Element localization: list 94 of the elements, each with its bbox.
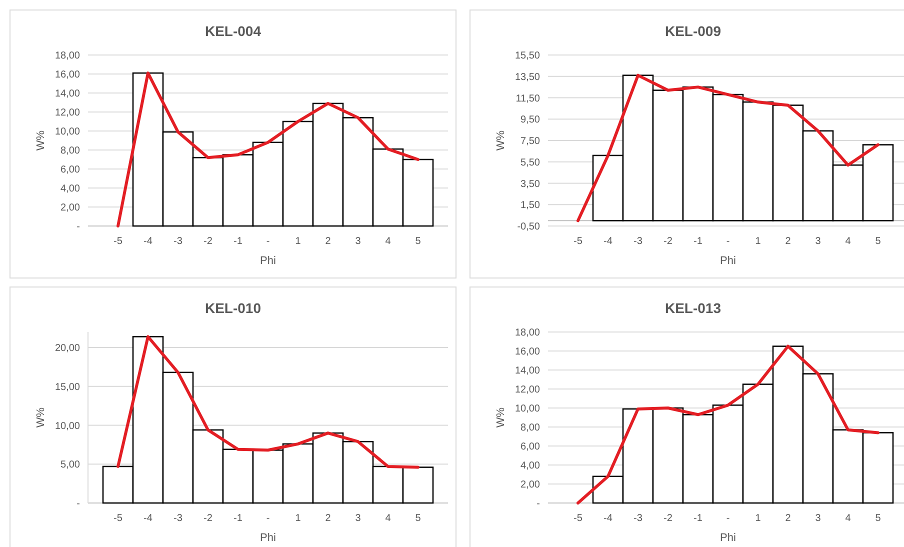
y-tick-label: 13,50 (514, 72, 540, 83)
x-tick-label: 1 (295, 513, 302, 524)
x-tick-label: 3 (815, 513, 822, 524)
x-tick-label: -4 (604, 513, 613, 524)
y-tick-label: 9,50 (520, 114, 540, 126)
y-tick-label: - (76, 222, 80, 232)
y-tick-label: 15,50 (514, 50, 540, 62)
y-tick-label: 16,00 (514, 346, 540, 358)
y-tick-label: 1,50 (520, 200, 540, 212)
x-tick-label: -3 (174, 513, 183, 524)
x-tick-label: 2 (325, 513, 332, 524)
x-tick-label: -4 (144, 513, 153, 524)
y-tick-label: 2,00 (520, 480, 540, 490)
x-tick-label: 4 (845, 513, 852, 524)
y-axis-title: W% (35, 407, 47, 428)
x-tick-label: 5 (415, 236, 422, 247)
chart-title: KEL-004 (204, 23, 262, 39)
x-tick-label: -1 (694, 236, 703, 247)
x-axis-title: Phi (260, 255, 276, 267)
x-tick-label: 4 (385, 236, 392, 247)
x-tick-label: -3 (634, 236, 643, 247)
x-tick-label: 5 (415, 513, 422, 524)
y-tick-label: 15,00 (54, 382, 80, 393)
y-axis-title: W% (495, 130, 507, 151)
x-tick-label: -4 (604, 236, 613, 247)
chart-title: KEL-010 (204, 300, 262, 316)
x-tick-label: 3 (355, 236, 362, 247)
y-tick-label: 12,00 (514, 384, 540, 396)
y-tick-label: 14,00 (514, 366, 540, 376)
y-tick-label: 5,00 (60, 460, 80, 471)
y-axis-title: W% (35, 130, 47, 151)
y-tick-label: 12,00 (54, 108, 80, 118)
y-tick-label: 5,50 (520, 157, 540, 168)
y-tick-label: 8,00 (60, 146, 80, 156)
y-tick-label: - (76, 498, 80, 510)
y-tick-label: 7,50 (520, 136, 540, 147)
x-tick-label: 5 (875, 236, 882, 247)
y-tick-label: 6,00 (60, 164, 80, 176)
chart-title: KEL-013 (664, 300, 722, 316)
x-tick-label: -2 (204, 236, 213, 247)
x-tick-label: 1 (755, 513, 762, 524)
x-tick-label: -2 (204, 513, 213, 524)
x-tick-label: 2 (325, 236, 332, 247)
line-series (116, 72, 420, 228)
y-tick-label: 10,00 (54, 420, 80, 432)
x-tick-label: 4 (385, 513, 392, 524)
y-tick-label: 4,00 (520, 460, 540, 472)
x-tick-label: -5 (574, 236, 583, 247)
y-tick-label: 18,00 (514, 328, 540, 338)
y-tick-label: - (536, 498, 540, 510)
x-tick-label: -3 (634, 513, 643, 524)
x-tick-label: -1 (234, 236, 243, 247)
x-tick-label: 1 (295, 236, 302, 247)
x-tick-label: - (266, 513, 270, 524)
y-tick-label: 4,00 (60, 184, 80, 194)
x-tick-label: -5 (114, 513, 123, 524)
x-tick-label: 5 (875, 513, 882, 524)
x-axis-title: Phi (720, 255, 736, 267)
y-tick-label: 10,00 (54, 126, 80, 138)
y-axis-title: W% (495, 407, 507, 428)
x-axis-title: Phi (720, 532, 736, 544)
x-tick-label: -1 (694, 513, 703, 524)
x-tick-label: -3 (174, 236, 183, 247)
x-tick-label: -2 (664, 513, 673, 524)
x-tick-label: - (726, 236, 730, 247)
y-tick-label: 14,00 (54, 88, 80, 100)
x-tick-label: -5 (114, 236, 123, 247)
y-tick-label: 2,00 (60, 202, 80, 214)
y-tick-label: 8,00 (520, 422, 540, 434)
y-tick-label: 6,00 (520, 442, 540, 452)
y-tick-label: 10,00 (514, 404, 540, 414)
x-tick-label: -4 (144, 236, 153, 247)
y-tick-label: 18,00 (54, 50, 80, 62)
x-tick-label: 3 (815, 236, 822, 247)
y-tick-label: 20,00 (54, 343, 80, 354)
y-tick-label: 11,50 (516, 93, 540, 104)
x-tick-label: 4 (845, 236, 852, 247)
line-series (116, 335, 420, 469)
x-tick-label: 1 (755, 236, 762, 247)
x-tick-label: - (266, 236, 270, 247)
x-tick-label: -2 (664, 236, 673, 247)
line-series (576, 344, 880, 504)
x-tick-label: - (726, 513, 730, 524)
y-tick-label: -0,50 (517, 222, 540, 232)
y-tick-label: 3,50 (520, 178, 540, 190)
x-tick-label: -1 (234, 513, 243, 524)
x-tick-label: 2 (785, 513, 792, 524)
chart-title: KEL-009 (664, 23, 722, 39)
y-tick-label: 16,00 (54, 70, 80, 80)
line-series (576, 74, 880, 222)
x-tick-label: 2 (785, 236, 792, 247)
x-axis-title: Phi (260, 532, 276, 544)
x-tick-label: 3 (355, 513, 362, 524)
x-tick-label: -5 (574, 513, 583, 524)
